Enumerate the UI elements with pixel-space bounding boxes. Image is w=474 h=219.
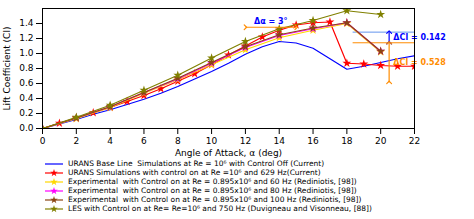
svg-text:ΔCl = 0.142: ΔCl = 0.142: [393, 33, 445, 42]
svg-text:8: 8: [175, 136, 181, 146]
svg-text:14: 14: [274, 136, 286, 146]
svg-text:6: 6: [141, 136, 147, 146]
svg-text:4: 4: [107, 136, 113, 146]
svg-text:18: 18: [341, 136, 353, 146]
html-text:URANS Simulations with control: URANS Simulations with control on at Re …: [68, 168, 321, 177]
svg-text:2: 2: [73, 136, 79, 146]
svg-text:0.0: 0.0: [19, 123, 34, 133]
svg-text:ΔCl = 0.528: ΔCl = 0.528: [393, 58, 446, 67]
svg-text:10: 10: [206, 136, 218, 146]
svg-text:16: 16: [307, 136, 319, 146]
svg-text:20: 20: [375, 136, 387, 146]
svg-text:1.0: 1.0: [19, 48, 34, 58]
svg-text:0.4: 0.4: [19, 93, 34, 103]
html-text:Experimental with Control on a: Experimental with Control on at Re = 0.8…: [68, 195, 362, 204]
svg-text:0.6: 0.6: [19, 78, 34, 88]
svg-text:0.2: 0.2: [19, 108, 33, 118]
svg-text:0.8: 0.8: [19, 63, 34, 73]
html-text:Experimental with Control on a: Experimental with Control on at Re = 0.8…: [68, 177, 357, 186]
svg-text:Angle of Attack, α (deg): Angle of Attack, α (deg): [175, 148, 282, 158]
svg-text:Lift Coefficient (Cl): Lift Coefficient (Cl): [2, 27, 12, 111]
svg-text:1.2: 1.2: [19, 33, 33, 43]
svg-text:Δα = 3°: Δα = 3°: [254, 17, 288, 26]
html-text:Experimental with Control on a: Experimental with Control on at Re = 0.8…: [68, 186, 357, 195]
svg-text:1.4: 1.4: [19, 18, 34, 28]
svg-text:0: 0: [40, 136, 46, 146]
html-text:URANS Base Line Simulations at: URANS Base Line Simulations at Re = 10⁶ …: [68, 159, 325, 168]
html-text:LES with Control on at Re= Re=: LES with Control on at Re= Re=10⁶ and 75…: [68, 204, 372, 213]
svg-text:12: 12: [240, 136, 251, 146]
svg-text:22: 22: [409, 136, 420, 146]
